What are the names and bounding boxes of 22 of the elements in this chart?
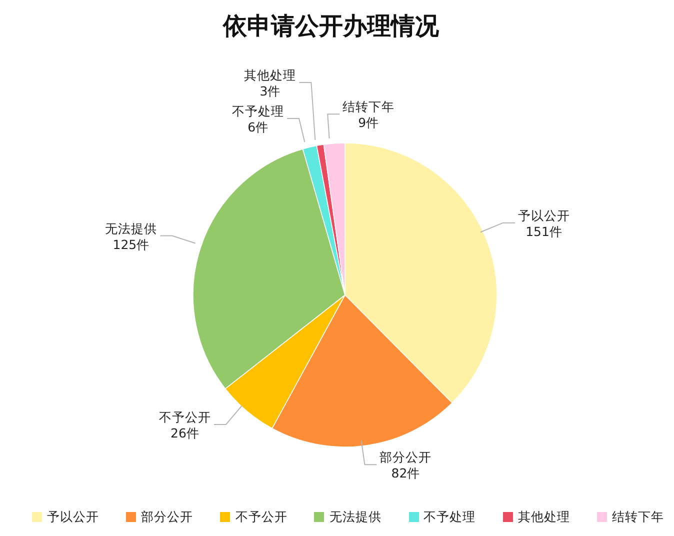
legend-label: 不予公开 [235, 508, 288, 526]
data-label: 26件 [170, 424, 200, 440]
chart-title: 依申请公开办理情况 [222, 11, 440, 42]
legend-label: 不予处理 [424, 508, 476, 526]
data-label: 82件 [391, 465, 420, 480]
legend-label: 无法提供 [329, 508, 382, 526]
data-label: 3件 [260, 83, 281, 98]
legend-label: 结转下年 [612, 508, 664, 526]
slice-label: 不予处理 [232, 103, 284, 118]
slice-label: 不予公开 [158, 408, 211, 424]
data-label: 9件 [358, 114, 380, 130]
slice-label: 予以公开 [518, 207, 570, 222]
slice-label: 无法提供 [105, 220, 158, 236]
data-label: 151件 [526, 223, 562, 238]
data-label: 6件 [248, 119, 269, 134]
legend-label: 其他处理 [518, 508, 570, 526]
data-label: 125件 [112, 236, 150, 252]
slice-label: 其他处理 [244, 67, 296, 82]
legend-label: 部分公开 [141, 508, 194, 526]
slice-label: 部分公开 [380, 449, 432, 464]
legend-label: 予以公开 [47, 508, 99, 526]
slice-label: 结转下年 [342, 98, 395, 114]
